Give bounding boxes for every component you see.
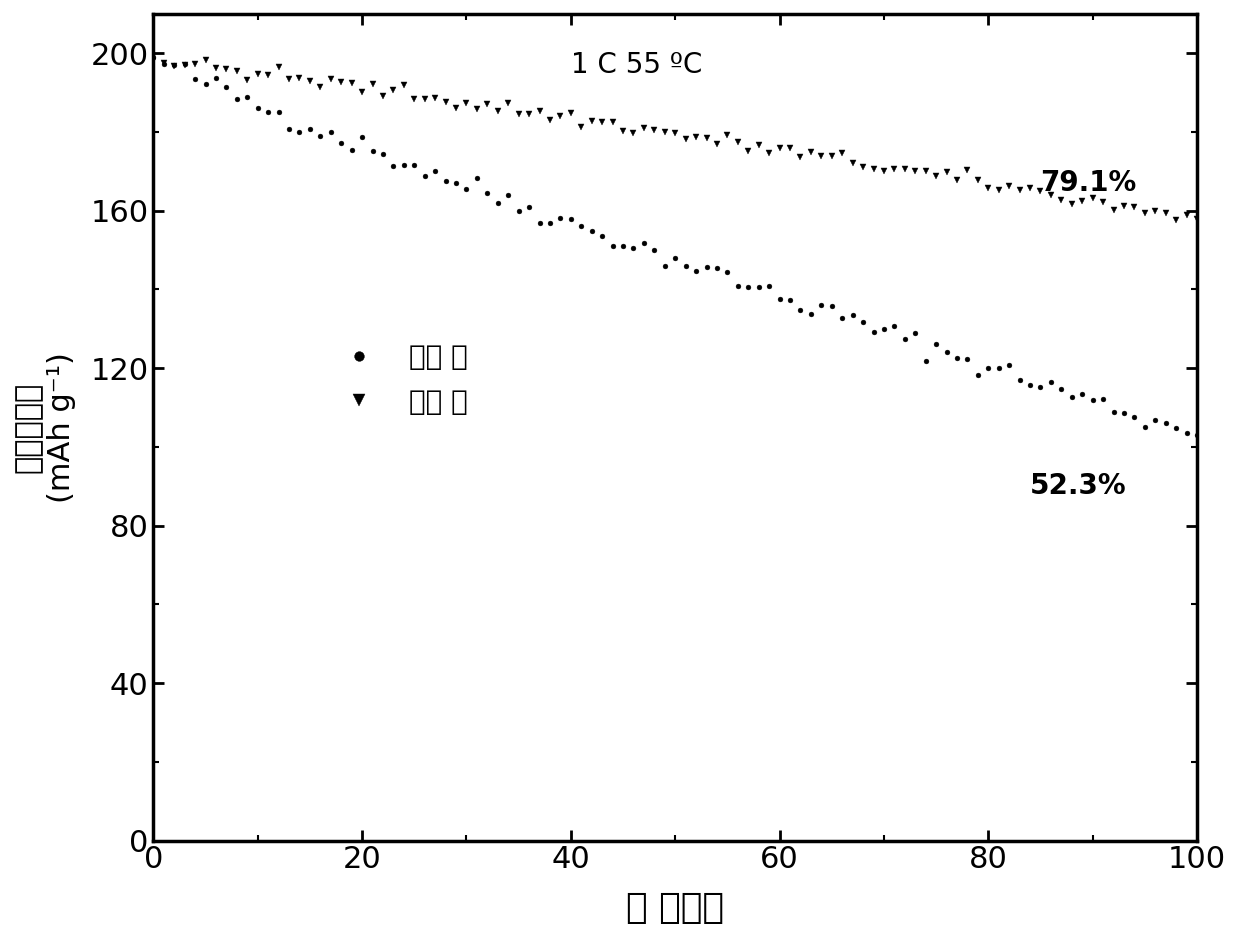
改性 前 (877, 324, 892, 335)
改性 前 (1189, 429, 1204, 440)
改性 后 (887, 163, 901, 175)
改性 前 (407, 160, 422, 171)
Y-axis label: 放电比容量
(mAh g⁻¹): 放电比容量 (mAh g⁻¹) (14, 352, 77, 502)
改性 后 (939, 166, 954, 177)
改性 后 (229, 66, 244, 77)
Text: 79.1%: 79.1% (1040, 169, 1137, 197)
X-axis label: 循 环次数: 循 环次数 (626, 891, 724, 925)
Text: 52.3%: 52.3% (1030, 472, 1127, 500)
改性 前 (219, 82, 234, 93)
Text: 1 C 55 ºC: 1 C 55 ºC (570, 51, 702, 79)
改性 后 (782, 143, 797, 154)
改性 后 (418, 94, 433, 105)
Line: 改性 后: 改性 后 (150, 56, 1200, 223)
改性 前 (146, 52, 161, 63)
改性 前 (929, 338, 944, 349)
改性 后 (198, 54, 213, 65)
改性 后 (1169, 214, 1184, 225)
改性 前 (626, 242, 641, 254)
改性 后 (146, 55, 161, 67)
改性 后 (636, 122, 651, 133)
Line: 改性 前: 改性 前 (151, 54, 1199, 438)
Legend: 改性 前, 改性 后: 改性 前, 改性 后 (320, 332, 479, 427)
改性 后 (1189, 213, 1204, 224)
改性 前 (773, 293, 787, 304)
